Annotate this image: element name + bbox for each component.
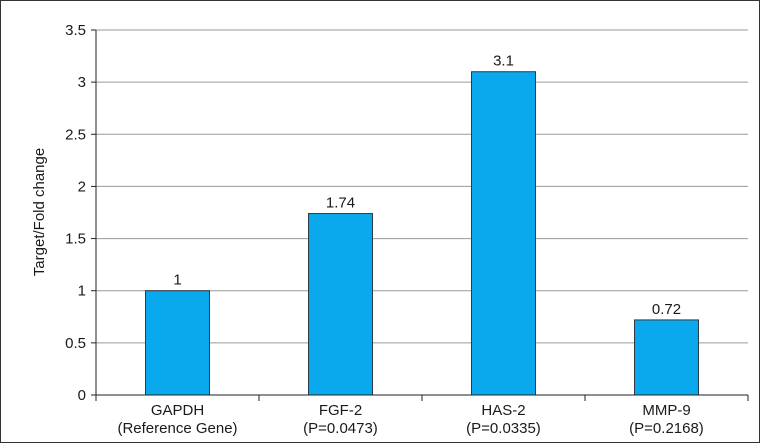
bar-has-2 bbox=[471, 71, 536, 396]
y-axis-title: Target/Fold change bbox=[31, 148, 48, 276]
x-category-sublabel: (Reference Gene) bbox=[117, 420, 237, 437]
data-label: 1 bbox=[173, 272, 181, 289]
bar-gapdh bbox=[145, 290, 210, 396]
y-tick-label: 0 bbox=[78, 387, 86, 404]
y-tick-label: 2.5 bbox=[65, 126, 86, 143]
bar-mmp-9 bbox=[634, 319, 699, 396]
y-tick-label: 1 bbox=[78, 283, 86, 300]
x-category-label: HAS-2 bbox=[481, 402, 525, 419]
x-category-sublabel: (P=0.0473) bbox=[303, 420, 378, 437]
bars bbox=[145, 71, 699, 396]
x-category-label: MMP-9 bbox=[642, 402, 690, 419]
data-label: 3.1 bbox=[493, 53, 514, 70]
y-tick-label: 2 bbox=[78, 178, 86, 195]
y-tick-label: 3 bbox=[78, 74, 86, 91]
bar-fgf-2 bbox=[308, 213, 373, 396]
y-tick-label: 3.5 bbox=[65, 22, 86, 39]
x-category-sublabel: (P=0.0335) bbox=[466, 420, 541, 437]
axes bbox=[91, 29, 749, 401]
labels: 0 0.5 1 1.5 2 2.5 3 3.5 1 GAPDH(Reference Gene) 1.… bbox=[65, 22, 704, 437]
data-label: 0.72 bbox=[652, 301, 681, 318]
x-category-label: GAPDH bbox=[151, 402, 204, 419]
x-category-label: FGF-2 bbox=[319, 402, 362, 419]
y-tick-label: 0.5 bbox=[65, 335, 86, 352]
y-tick-label: 1.5 bbox=[65, 231, 86, 248]
x-category-sublabel: (P=0.2168) bbox=[629, 420, 704, 437]
data-label: 1.74 bbox=[326, 195, 355, 212]
